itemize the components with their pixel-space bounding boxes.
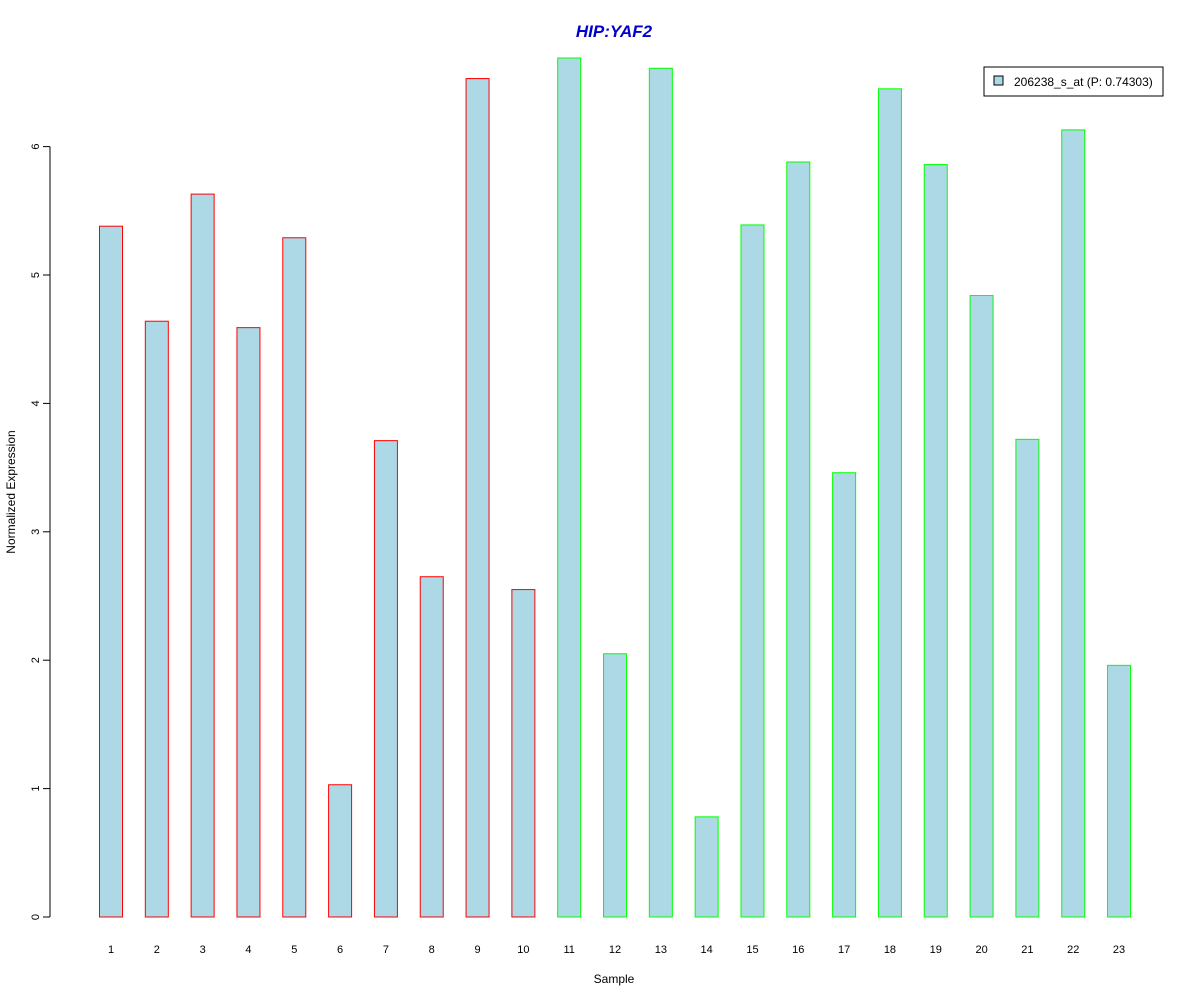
bar-sample-19 [923, 164, 948, 918]
y-axis: 0 1 2 3 4 5 6 [30, 144, 51, 920]
bar-sample-14 [694, 816, 719, 918]
x-tick-label: 16 [792, 944, 804, 956]
x-tick-label: 9 [474, 944, 480, 956]
x-tick-label: 12 [609, 944, 621, 956]
y-tick-label: 6 [30, 144, 42, 150]
x-tick-label: 20 [975, 944, 987, 956]
x-tick-label: 4 [245, 944, 251, 956]
bar-sample-9 [465, 78, 490, 918]
bar-sample-3 [190, 193, 215, 918]
y-tick-label: 4 [30, 400, 42, 406]
x-axis-label: Sample [594, 972, 635, 986]
x-tick-label: 21 [1021, 944, 1033, 956]
bar-sample-22 [1061, 129, 1086, 918]
x-tick-label: 14 [701, 944, 713, 956]
bar-sample-13 [648, 67, 673, 918]
x-tick-label: 17 [838, 944, 850, 956]
chart-title: HIP:YAF2 [576, 22, 653, 41]
x-tick-label: 2 [154, 944, 160, 956]
bar-sample-12 [603, 653, 628, 918]
y-tick-label: 1 [30, 786, 42, 792]
x-tick-label: 6 [337, 944, 343, 956]
y-tick-label: 3 [30, 529, 42, 535]
legend-swatch [993, 75, 1004, 86]
x-tick-label: 3 [200, 944, 206, 956]
x-tick-label: 8 [429, 944, 435, 956]
bar-sample-11 [557, 57, 582, 918]
legend: 206238_s_at (P: 0.74303) [983, 66, 1164, 97]
bar-sample-6 [328, 784, 353, 918]
bar-sample-5 [282, 237, 307, 918]
bar-sample-23 [1107, 664, 1132, 918]
bar-sample-10 [511, 589, 536, 918]
bar-sample-16 [786, 161, 811, 918]
bar-sample-4 [236, 327, 261, 918]
x-tick-label: 23 [1113, 944, 1125, 956]
bar-sample-20 [969, 295, 994, 918]
x-tick-label: 5 [291, 944, 297, 956]
y-tick-label: 2 [30, 657, 42, 663]
x-tick-label: 7 [383, 944, 389, 956]
y-tick-label: 5 [30, 272, 42, 278]
bar-sample-1 [99, 225, 123, 918]
bars-group [99, 57, 1132, 918]
bar-sample-8 [419, 576, 444, 918]
legend-box [983, 66, 1164, 97]
y-tick-label: 0 [30, 914, 42, 920]
bar-sample-17 [832, 472, 857, 918]
x-tick-label: 1 [108, 944, 114, 956]
bar-sample-21 [1015, 438, 1040, 918]
x-tick-label: 13 [655, 944, 667, 956]
y-axis-label: Normalized Expression [4, 430, 18, 553]
x-tick-label: 11 [563, 944, 574, 956]
x-tick-label: 15 [746, 944, 758, 956]
x-tick-label: 18 [884, 944, 896, 956]
bar-sample-15 [740, 224, 765, 918]
x-tick-label: 10 [517, 944, 529, 956]
bar-sample-7 [373, 440, 398, 918]
x-tick-label: 22 [1067, 944, 1079, 956]
bar-sample-2 [144, 320, 169, 918]
bar-sample-18 [877, 88, 902, 918]
x-tick-label: 19 [930, 944, 942, 956]
x-tick-labels: 1 2 3 4 5 6 7 8 9 10 11 12 13 14 15 16 17 18 19 20 21 22 23 [108, 944, 1125, 956]
legend-label: 206238_s_at (P: 0.74303) [1014, 75, 1153, 89]
